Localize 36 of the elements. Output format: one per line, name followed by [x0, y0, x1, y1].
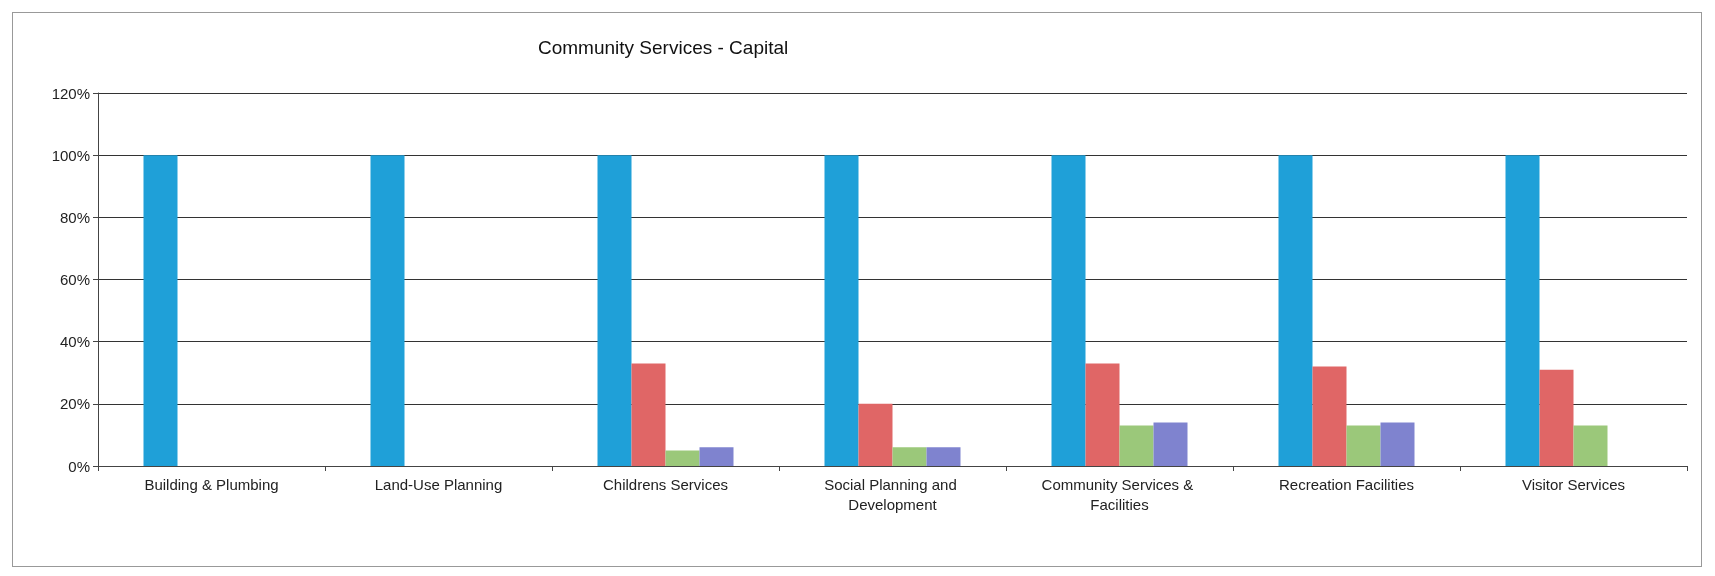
y-tick-label: 60% [59, 271, 90, 288]
x-tick-label: Community Services & Facilities [1041, 475, 1198, 513]
bar [665, 450, 700, 466]
bar [1278, 155, 1313, 466]
y-tick-label: 80% [59, 208, 90, 226]
bar [1312, 366, 1347, 466]
bar [631, 363, 666, 466]
bar [1380, 422, 1415, 466]
x-tick-label: Social Planning and Development [824, 475, 961, 513]
bar [143, 155, 178, 466]
bar [699, 447, 734, 466]
y-tick-label: 0% [68, 457, 90, 475]
x-tick-label: Building & Plumbing [144, 475, 279, 493]
bar [892, 447, 927, 466]
y-tick-label: 20% [59, 395, 90, 413]
bar [1051, 155, 1086, 466]
bar [597, 155, 632, 466]
bar [926, 447, 961, 466]
x-tick-label: Childrens Services [602, 475, 729, 493]
x-tick-label: Recreation Facilities [1278, 475, 1415, 493]
chart-title: Community Services - Capital [538, 37, 789, 58]
bar [370, 155, 405, 466]
bar [1346, 425, 1381, 466]
bar [1539, 369, 1574, 466]
bar [1119, 425, 1154, 466]
x-tick-label: Visitor Services [1521, 475, 1626, 493]
bar [1153, 422, 1188, 466]
bar [858, 403, 893, 466]
y-tick-label: 40% [59, 333, 90, 351]
x-tick-label: Land-Use Planning [374, 475, 503, 493]
y-tick-label: 120% [51, 84, 90, 102]
bar [1085, 363, 1120, 466]
bar [1505, 155, 1540, 466]
y-tick-label: 100% [51, 146, 90, 164]
bar [824, 155, 859, 466]
bar [1573, 425, 1608, 466]
